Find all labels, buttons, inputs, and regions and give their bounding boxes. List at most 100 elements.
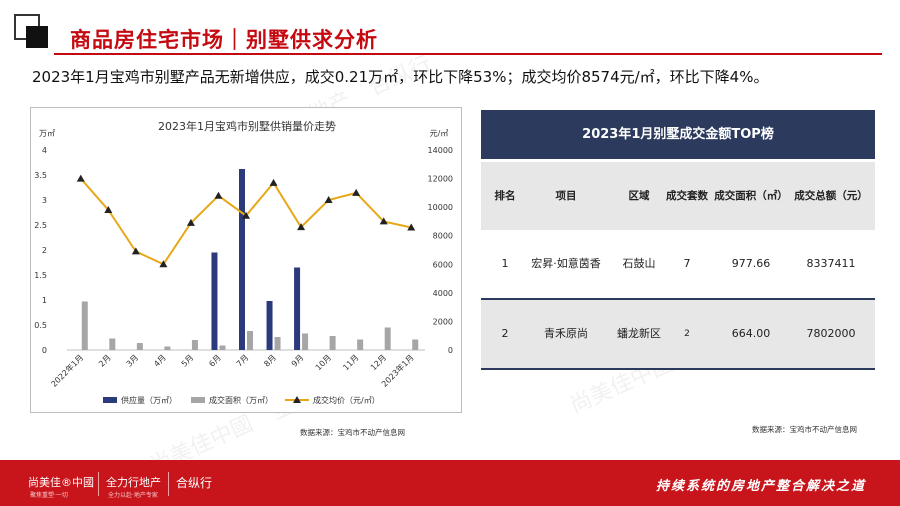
deal-area-bar [357,339,364,350]
table-separator [481,368,875,370]
right-tick-label: 10000 [428,203,453,212]
x-tick-label: 3月 [125,353,141,369]
footer-slogan: 持续系统的房地产整合解决之道 [655,479,866,494]
left-tick-label: 1.5 [34,271,47,280]
deal-area-bar [329,336,336,350]
cell-total: 7802000 [806,327,856,340]
legend-label-price: 成交均价（元/㎡） [313,395,380,405]
right-tick-label: 0 [448,346,453,355]
table-source: 数据来源：宝鸡市不动产信息网 [752,425,857,434]
header-total: 成交总额（元） [794,190,868,202]
table-row: 2 青禾原尚 蟠龙新区 2 664.00 7802000 [481,300,875,368]
cell-total: 8337411 [806,257,856,270]
avg-price-point [242,211,250,219]
deal-area-bar [164,346,171,350]
left-tick-label: 2.5 [34,221,47,230]
deal-area-bar [302,333,309,350]
avg-price-point [297,223,306,231]
x-tick-label: 12月 [369,353,388,372]
right-tick-label: 6000 [433,260,453,269]
left-tick-label: 2 [42,246,47,255]
footer-brand-shangmeijia-tagline: 聚焦重塑·一切 [30,492,68,499]
deal-area-bar [247,331,253,350]
left-tick-label: 0.5 [34,321,47,330]
legend-label-deal: 成交面积（万㎡） [209,395,273,405]
supply-bar [211,252,218,350]
x-tick-label: 2月 [97,353,113,369]
x-tick-label: 2022年1月 [49,352,85,388]
avg-price-point [407,223,416,231]
avg-price-point [104,206,113,213]
x-tick-label: 8月 [262,353,278,369]
avg-price-point [159,260,168,268]
right-tick-label: 4000 [433,289,453,298]
right-tick-label: 12000 [428,175,453,184]
footer-brand-quanlixing: 全力行地产 [106,476,161,489]
deal-area-bar [384,327,391,350]
logo-filled-square [26,26,48,48]
headline-summary: 2023年1月宝鸡市别墅产品无新增供应，成交0.21万㎡，环比下降53%；成交均… [32,68,769,86]
table-title: 2023年1月别墅成交金额TOP榜 [481,110,875,159]
right-tick-label: 14000 [428,146,453,155]
cell-project: 宏昇·如意茵香 [531,257,601,270]
x-tick-label: 7月 [235,353,251,369]
cell-area: 664.00 [731,327,771,340]
avg-price-point [214,191,223,199]
x-tick-label: 9月 [290,353,306,369]
cell-units: 2 [684,329,690,339]
cell-area: 977.66 [731,257,771,270]
deal-area-bar [81,301,88,350]
header-rank: 排名 [494,190,516,202]
x-tick-label: 10月 [314,353,333,372]
right-tick-label: 8000 [433,232,453,241]
avg-price-point [76,174,85,182]
deal-area-bar [219,345,226,350]
supply-bar [266,301,273,350]
legend-marker-price [293,396,301,403]
avg-price-point [379,217,388,225]
page-title: 商品房住宅市场｜别墅供求分析 [70,28,378,52]
deal-area-bar [191,340,198,350]
supply-bar [294,267,301,350]
left-axis-unit: 万㎡ [39,129,55,138]
avg-price-point [186,218,195,226]
deal-area-bar [136,343,143,350]
legend-swatch-supply [103,397,117,403]
footer-brand-hezongxing: 合纵行 [176,476,213,490]
deal-area-bar [109,338,116,350]
left-tick-label: 0 [42,346,47,355]
legend-label-supply: 供应量（万㎡） [121,395,177,405]
table-header-row: 排名 项目 区域 成交套数 成交面积（㎡） 成交总额（元） [481,162,875,230]
cell-district: 蟠龙新区 [617,327,661,340]
table-separator [481,298,875,300]
cell-district: 石鼓山 [622,257,656,270]
cell-units: 7 [683,257,691,270]
cell-rank: 2 [501,327,509,340]
x-tick-label: 4月 [152,353,168,369]
left-tick-label: 3 [42,196,47,205]
chart-panel: 2023年1月宝鸡市别墅供销量价走势 万㎡ 元/㎡ 0 0.5 1 1.5 2 2.5 3 3… [30,107,462,413]
x-tick-label: 11月 [341,353,360,372]
left-tick-label: 4 [42,146,47,155]
chart-source: 数据来源：宝鸡市不动产信息网 [300,428,405,437]
left-tick-label: 3.5 [34,171,47,180]
footer-divider [98,472,99,496]
right-tick-label: 2000 [433,317,453,326]
avg-price-point [269,178,278,186]
avg-price-point [352,188,361,196]
left-tick-label: 1 [42,296,47,305]
x-tick-label: 5月 [180,353,196,369]
footer-brand-shangmeijia: 尚美佳®中國 [28,476,94,489]
cell-rank: 1 [501,257,509,270]
footer-brand-quanlixing-tagline: 全力以赴·地产专家 [108,492,158,499]
chart-title: 2023年1月宝鸡市别墅供销量价走势 [158,119,336,133]
avg-price-point [324,196,333,203]
header-area: 成交面积（㎡） [714,190,788,202]
deal-area-bar [274,337,281,350]
x-tick-label: 6月 [207,353,223,369]
header-project: 项目 [555,190,577,202]
avg-price-line [80,177,412,266]
avg-price-point [131,247,140,255]
supply-sales-price-chart: 2023年1月宝鸡市别墅供销量价走势 万㎡ 元/㎡ 0 0.5 1 1.5 2 2.5 3 3… [34,119,453,405]
